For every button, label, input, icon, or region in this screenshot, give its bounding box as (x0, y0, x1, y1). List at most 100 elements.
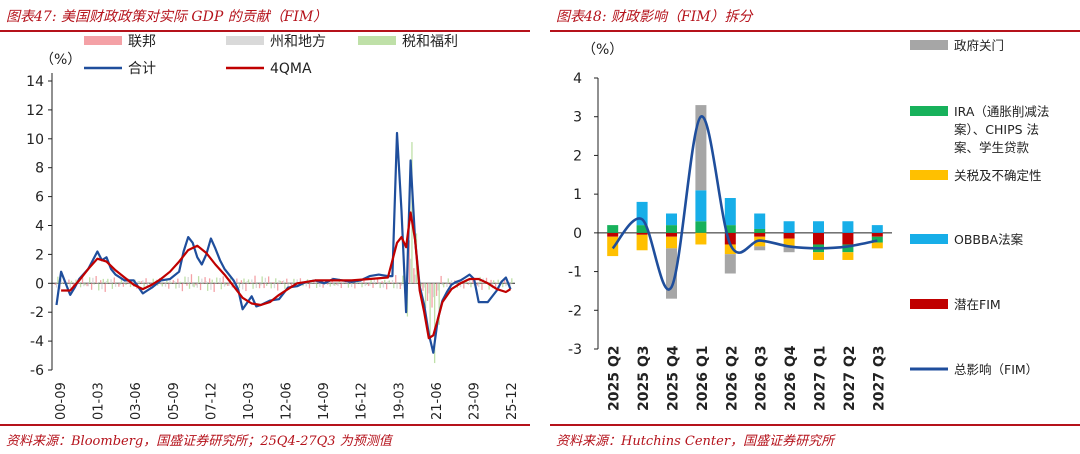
left-bar-state_local (400, 283, 403, 286)
left-bar-federal (386, 283, 388, 290)
left-bar-federal (272, 282, 274, 284)
left-bar-state_local (196, 283, 198, 288)
left-bar-tax_welfare (384, 279, 386, 284)
right-source: 资料来源：Hutchins Center，国盛证券研究所 (556, 434, 835, 449)
right-bar-obbba (813, 221, 824, 233)
right-bar-obbba (842, 221, 854, 233)
right-bar-shutdown (754, 246, 766, 251)
right-bar-potential (607, 232, 619, 237)
right-bar-potential (842, 232, 854, 245)
left-bar-federal (467, 283, 470, 285)
right-y-tick-label: -1 (568, 265, 582, 281)
right-x-tick-label: 2027 Q2 (842, 346, 858, 411)
left-bar-state_local (269, 283, 271, 284)
left-bar-state_local (264, 277, 267, 284)
left-bar-state_local (246, 281, 248, 284)
right-bar-ira (754, 228, 766, 233)
right-x-tick-label: 2026 Q2 (724, 346, 740, 411)
left-bar-federal (431, 283, 433, 308)
right-bar-obbba (695, 190, 707, 222)
left-bar-federal (463, 283, 465, 289)
left-y-tick-label: 12 (26, 103, 44, 119)
left-bar-federal (122, 283, 125, 287)
left-bar-federal (227, 283, 229, 287)
left-bar-state_local (160, 283, 162, 285)
right-legend-swatch-shutdown (910, 40, 948, 50)
right-bar-tariff (871, 242, 883, 249)
left-bar-state_local (178, 283, 180, 288)
left-x-tick-label: 10-03 (242, 382, 257, 420)
right-y-tick-label: 0 (573, 226, 582, 242)
left-bar-state_local (119, 283, 121, 285)
left-y-tick-label: -6 (30, 363, 44, 379)
left-bar-state_local (369, 283, 371, 286)
left-bar-federal (100, 280, 102, 284)
left-bar-state_local (478, 283, 480, 288)
left-bar-federal (145, 278, 147, 284)
right-bar-potential (871, 232, 883, 237)
left-bar-state_local (396, 283, 398, 289)
left-bar-tax_welfare (315, 283, 318, 288)
right-x-tick-label: 2025 Q2 (607, 346, 623, 411)
left-bar-state_local (459, 283, 462, 288)
left-bar-tax_welfare (120, 278, 123, 284)
left-bar-tax_welfare (420, 283, 422, 287)
left-bar-state_local (291, 283, 294, 285)
left-bar-tax_welfare (157, 283, 159, 286)
left-bar-state_local (378, 283, 380, 284)
left-bar-tax_welfare (89, 277, 91, 284)
left-bar-state_local (287, 283, 289, 287)
left-bar-state_local (69, 283, 71, 289)
left-bar-tax_welfare (179, 281, 182, 284)
right-legend-label-line: IRA（通胀削减法 (954, 104, 1049, 119)
left-bar-tax_welfare (393, 283, 395, 289)
left-bar-federal (54, 283, 56, 285)
left-y-tick-label: 6 (35, 190, 44, 206)
left-legend-label: 合计 (128, 61, 156, 77)
left-bar-state_local (509, 283, 512, 286)
right-x-tick-label: 2026 Q1 (695, 346, 711, 411)
left-bar-tax_welfare (111, 283, 114, 289)
left-bar-federal (445, 283, 447, 284)
left-bar-tax_welfare (61, 283, 64, 284)
left-x-tick-label: 23-09 (467, 382, 482, 420)
left-bar-federal (177, 278, 179, 284)
left-bar-tax_welfare (311, 282, 313, 284)
right-bar-tariff (695, 232, 707, 245)
right-legend-label-line: OBBBA法案 (954, 232, 1024, 247)
left-bar-federal (195, 283, 197, 286)
left-bar-state_local (337, 283, 339, 287)
right-bar-tariff (842, 252, 854, 260)
left-bar-tax_welfare (329, 283, 331, 287)
left-bar-state_local (441, 283, 444, 286)
left-bar-federal (81, 277, 84, 284)
left-bar-federal (381, 281, 383, 284)
right-legend-label-line: 关税及不确定性 (954, 168, 1042, 183)
left-bar-federal (504, 277, 506, 284)
left-bar-federal (208, 278, 211, 284)
right-bar-shutdown (783, 246, 795, 253)
left-bar-state_local (409, 258, 412, 284)
left-bar-state_local (251, 279, 253, 284)
left-bar-tax_welfare (138, 281, 141, 284)
right-bar-potential (783, 232, 795, 239)
left-bar-state_local (205, 281, 208, 284)
left-bar-state_local (146, 283, 149, 288)
right-bar-ira (871, 236, 883, 243)
left-bar-tax_welfare (161, 283, 163, 287)
left-bar-state_local (87, 283, 90, 287)
right-bar-tariff (813, 252, 824, 260)
left-bar-state_local (414, 274, 416, 284)
left-bar-federal (140, 281, 143, 284)
right-legend-swatch-obbba (910, 234, 948, 244)
left-bar-state_local (432, 283, 434, 298)
left-legend-swatch-federal (84, 36, 122, 45)
left-bar-tax_welfare (347, 283, 350, 288)
right-bar-obbba (636, 201, 648, 226)
right-y-tick-label: -3 (568, 342, 582, 358)
left-bar-federal (277, 283, 279, 291)
right-legend-swatch-potential (910, 299, 948, 309)
left-bar-state_local (223, 283, 226, 287)
left-bar-federal (109, 282, 111, 284)
left-bar-federal (68, 279, 70, 284)
